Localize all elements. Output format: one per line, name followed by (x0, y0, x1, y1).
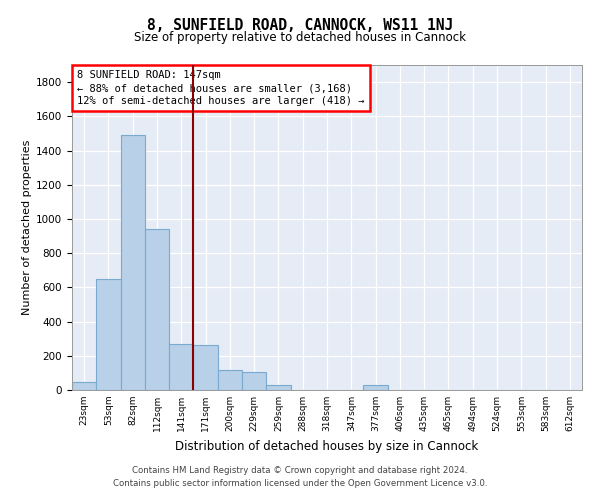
Bar (121, 135, 145, 390)
Bar (242, 372, 266, 390)
Bar (72, 382, 96, 390)
Bar (193, 344, 218, 390)
Bar (145, 229, 169, 390)
Text: 8 SUNFIELD ROAD: 147sqm
← 88% of detached houses are smaller (3,168)
12% of semi: 8 SUNFIELD ROAD: 147sqm ← 88% of detache… (77, 70, 365, 106)
Text: Size of property relative to detached houses in Cannock: Size of property relative to detached ho… (134, 31, 466, 44)
Bar (266, 385, 290, 390)
Bar (218, 370, 242, 390)
Y-axis label: Number of detached properties: Number of detached properties (22, 140, 32, 315)
Bar (169, 344, 193, 390)
Bar (364, 385, 388, 390)
Text: 8, SUNFIELD ROAD, CANNOCK, WS11 1NJ: 8, SUNFIELD ROAD, CANNOCK, WS11 1NJ (147, 18, 453, 32)
Text: Contains HM Land Registry data © Crown copyright and database right 2024.
Contai: Contains HM Land Registry data © Crown c… (113, 466, 487, 487)
X-axis label: Distribution of detached houses by size in Cannock: Distribution of detached houses by size … (175, 440, 479, 452)
Bar (96, 279, 121, 390)
